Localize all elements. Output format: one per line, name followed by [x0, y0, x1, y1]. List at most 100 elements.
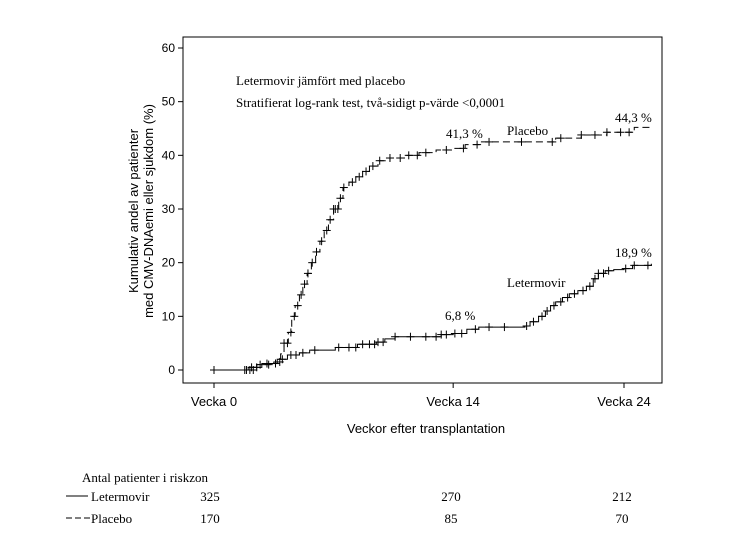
x-tick-label: Vecka 24 — [597, 394, 651, 409]
risk-row-label-placebo: Placebo — [91, 511, 132, 526]
censor-mark-placebo — [625, 128, 634, 137]
censor-mark-letermovir — [351, 343, 360, 352]
placebo-week14-value: 41,3 % — [446, 126, 483, 141]
censor-mark-placebo — [348, 178, 357, 187]
censor-mark-placebo — [283, 339, 292, 348]
censor-mark-placebo — [473, 140, 482, 149]
y-tick-label: 50 — [162, 95, 176, 109]
censor-mark-placebo — [317, 237, 326, 246]
censor-mark-placebo — [308, 258, 317, 267]
risk-value-placebo-w0: 170 — [200, 511, 220, 526]
placebo-series-label: Placebo — [507, 123, 548, 138]
censor-mark-letermovir — [500, 323, 509, 332]
censor-mark-placebo — [355, 172, 364, 181]
censor-mark-letermovir — [529, 317, 538, 326]
censor-mark-placebo — [300, 280, 309, 289]
risk-value-letermovir-w0: 325 — [200, 489, 220, 504]
y-axis-label-line2: med CMV-DNAemi eller sjukdom (%) — [141, 104, 156, 318]
chart-title-line2: Stratifierat log-rank test, två-sidigt p… — [236, 95, 505, 110]
y-tick-label: 0 — [168, 363, 175, 377]
censor-mark-letermovir — [643, 261, 652, 270]
censor-mark-letermovir — [522, 321, 531, 330]
censor-mark-placebo — [556, 134, 565, 143]
censor-mark-placebo — [385, 154, 394, 163]
censor-mark-placebo — [322, 226, 331, 235]
censor-mark-letermovir — [406, 332, 415, 341]
censor-mark-letermovir — [421, 332, 430, 341]
censor-mark-placebo — [577, 130, 586, 139]
censor-mark-letermovir — [310, 346, 319, 355]
censor-mark-placebo — [286, 328, 295, 337]
censor-mark-placebo — [290, 312, 299, 321]
series-line-letermovir — [214, 263, 652, 371]
chart-title-line1: Letermovir jämfört med placebo — [236, 73, 405, 88]
series-line-placebo — [214, 126, 652, 371]
risk-row-label-letermovir: Letermovir — [91, 489, 150, 504]
censor-mark-letermovir — [271, 359, 280, 368]
y-tick-label: 40 — [162, 148, 176, 162]
letermovir-week24-value: 18,9 % — [615, 245, 652, 260]
censor-mark-letermovir — [621, 264, 630, 273]
censor-mark-placebo — [293, 301, 302, 310]
letermovir-week14-value: 6,8 % — [445, 308, 476, 323]
plot-frame — [182, 36, 663, 384]
censor-mark-placebo — [442, 145, 451, 154]
letermovir-series-label: Letermovir — [507, 275, 566, 290]
censor-mark-letermovir — [442, 330, 451, 339]
x-axis: Vecka 0 Vecka 14 Vecka 24 — [191, 383, 651, 409]
curves — [214, 126, 652, 371]
censor-mark-letermovir — [579, 286, 587, 295]
risk-value-letermovir-w14: 270 — [441, 489, 461, 504]
censor-mark-letermovir — [563, 293, 572, 302]
y-axis-label-line1: Kumulativ andel av patienter — [126, 128, 141, 293]
censor-mark-placebo — [485, 137, 494, 146]
censor-mark-letermovir — [599, 269, 608, 278]
censor-mark-placebo — [396, 154, 405, 163]
censor-mark-letermovir — [298, 348, 307, 357]
y-tick-label: 10 — [162, 309, 176, 323]
censor-mark-placebo — [368, 162, 377, 171]
censor-mark-placebo — [517, 137, 526, 146]
censor-mark-placebo — [459, 144, 468, 153]
y-tick-label: 60 — [162, 41, 176, 55]
censor-mark-placebo — [616, 128, 625, 137]
censor-mark-letermovir — [630, 261, 639, 270]
risk-table-title: Antal patienter i riskzon — [82, 470, 208, 485]
censor-mark-letermovir — [570, 289, 579, 298]
censor-mark-letermovir — [344, 343, 353, 352]
censor-mark-placebo — [413, 151, 422, 160]
censor-mark-placebo — [303, 269, 312, 278]
censor-mark-placebo — [602, 128, 611, 137]
censor-mark-letermovir — [485, 323, 494, 332]
censor-mark-letermovir — [471, 325, 480, 334]
y-tick-label: 20 — [162, 256, 176, 270]
censor-mark-placebo — [421, 148, 430, 157]
censor-mark-placebo — [339, 183, 348, 192]
censor-mark-letermovir — [379, 338, 388, 347]
censor-mark-letermovir — [538, 312, 546, 321]
censor-mark-letermovir — [556, 297, 565, 306]
censor-mark-letermovir — [457, 329, 466, 338]
censor-mark-placebo — [333, 205, 342, 213]
risk-value-placebo-w24: 70 — [616, 511, 629, 526]
risk-table: Antal patienter i riskzon Letermovir 325… — [66, 470, 632, 526]
censor-mark-placebo — [336, 194, 345, 203]
censor-mark-letermovir — [262, 359, 271, 368]
censor-mark-letermovir — [391, 332, 400, 341]
censor-mark-letermovir — [590, 274, 599, 283]
censor-mark-letermovir — [242, 366, 251, 374]
censor-mark-placebo — [297, 290, 306, 299]
censor-mark-placebo — [264, 360, 273, 369]
censor-mark-letermovir — [585, 282, 594, 291]
censor-mark-placebo — [548, 137, 557, 146]
censor-mark-letermovir — [604, 266, 613, 275]
censor-mark-letermovir — [370, 340, 379, 349]
x-tick-label: Vecka 0 — [191, 394, 237, 409]
censor-mark-letermovir — [549, 301, 558, 310]
censor-mark-placebo — [362, 167, 371, 176]
censor-mark-placebo — [404, 151, 413, 160]
censor-mark-placebo — [326, 215, 335, 224]
risk-value-placebo-w14: 85 — [445, 511, 458, 526]
